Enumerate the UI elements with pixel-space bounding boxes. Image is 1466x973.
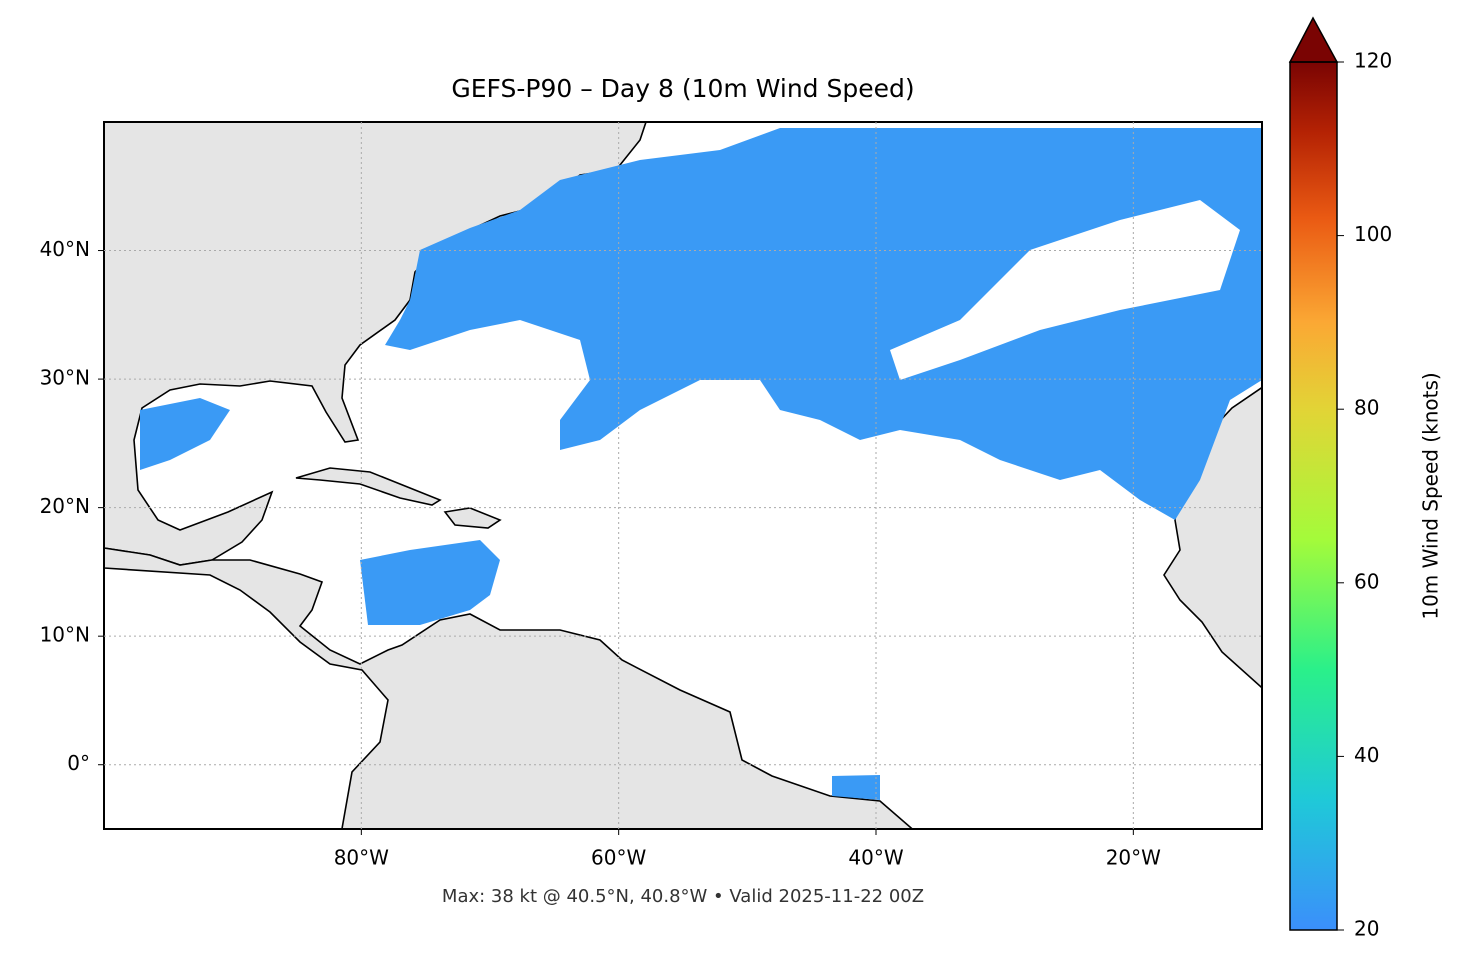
map-area xyxy=(104,122,1262,829)
y-tick-label: 20°N xyxy=(40,494,90,518)
x-tick-label: 20°W xyxy=(1106,846,1161,870)
calm-area xyxy=(890,200,1240,380)
y-tick-label: 0° xyxy=(67,751,90,775)
x-tick-label: 60°W xyxy=(591,846,646,870)
cuba xyxy=(295,467,442,506)
y-tick-label: 30°N xyxy=(40,366,90,390)
wind-south xyxy=(832,775,880,800)
colorbar-tick-label: 120 xyxy=(1354,49,1392,73)
wind-gulf xyxy=(140,398,230,470)
colorbar-tick-label: 40 xyxy=(1354,743,1379,767)
colorbar-label: 10m Wind Speed (knots) xyxy=(1419,372,1443,619)
colorbar-tick-label: 100 xyxy=(1354,222,1392,246)
x-tick-label: 40°W xyxy=(848,846,903,870)
hispaniola xyxy=(443,507,502,529)
colorbar-extend xyxy=(1288,16,1339,63)
map-frame xyxy=(103,121,1263,830)
y-tick-label: 10°N xyxy=(40,623,90,647)
colorbar-tick-label: 20 xyxy=(1354,917,1379,941)
colorbar xyxy=(1290,62,1337,930)
y-tick-label: 40°N xyxy=(40,237,90,261)
wind-field xyxy=(385,128,1262,520)
central-south-america xyxy=(104,547,914,829)
footer: Max: 38 kt @ 40.5°N, 40.8°W • Valid 2025… xyxy=(442,886,924,907)
colorbar-tick-label: 60 xyxy=(1354,569,1379,593)
north-america xyxy=(104,122,647,566)
wind-caribbean xyxy=(360,540,500,625)
title: GEFS-P90 – Day 8 (10m Wind Speed) xyxy=(451,74,914,103)
colorbar-frame xyxy=(1289,61,1338,931)
x-tick-label: 80°W xyxy=(334,846,389,870)
colorbar-tick-label: 80 xyxy=(1354,396,1379,420)
